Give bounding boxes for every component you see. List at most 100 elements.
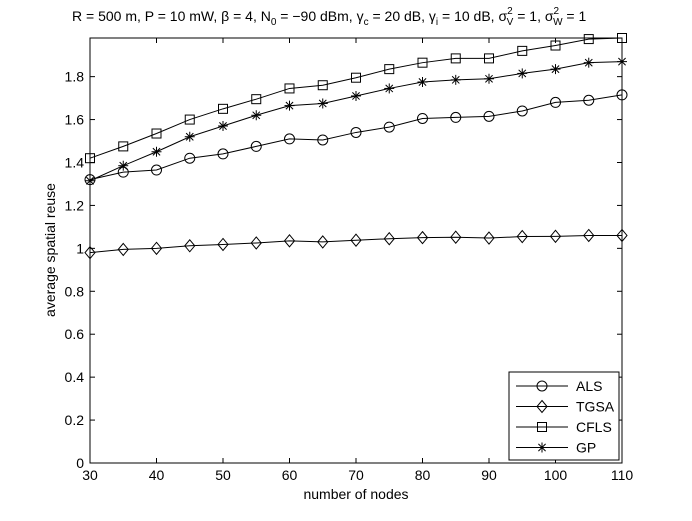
data-point-cfls [384,64,395,75]
y-tick-label: 1.8 [65,69,85,85]
data-point-cfls [450,53,461,64]
y-tick-label: 1.6 [65,112,85,128]
data-point-tgsa [350,233,362,247]
y-tick-label: 0.6 [65,326,85,342]
x-axis-label: number of nodes [303,486,408,502]
legend-label-als: ALS [576,378,602,394]
data-point-als [583,94,595,106]
data-point-cfls [351,72,361,83]
data-point-cfls [251,94,262,105]
data-point-als [284,133,295,145]
data-point-cfls [184,114,195,125]
data-point-tgsa [184,238,196,253]
data-point-gp [484,73,494,84]
y-tick-label: 0.4 [65,369,85,385]
chart-title: R = 500 m, P = 10 mW, β = 4, N0 = −90 dB… [72,6,586,28]
x-tick-label: 90 [481,467,497,483]
x-tick-label: 40 [149,467,165,483]
data-point-als [250,140,262,152]
x-tick-label: 30 [82,467,98,483]
x-tick-label: 100 [544,467,568,483]
legend-label-cfls: CFLS [576,419,612,435]
data-point-als [417,112,428,124]
y-tick-label: 1.4 [65,154,85,170]
data-point-tgsa [450,230,462,244]
legend-marker-gp [537,442,547,453]
data-point-cfls [517,45,528,56]
legend-box [508,371,620,461]
data-point-gp [583,57,594,68]
data-point-gp [450,74,461,85]
data-point-gp [317,98,328,109]
data-point-tgsa [117,242,129,257]
data-point-gp [251,110,262,121]
data-point-tgsa [583,228,595,243]
y-tick-label: 1.2 [65,197,85,213]
data-point-als [317,134,329,146]
data-point-tgsa [483,231,495,245]
data-point-cfls [284,83,295,94]
legend-entry-tgsa: TGSA [516,399,615,415]
data-point-als [550,96,561,108]
data-point-als [151,164,162,176]
data-point-tgsa [516,229,528,244]
data-point-als [383,121,395,133]
data-point-gp [550,64,561,75]
legend-label-tgsa: TGSA [576,399,615,415]
y-tick-label: 1 [76,240,84,256]
data-point-als [450,111,462,123]
data-point-gp [284,100,295,111]
data-point-als [483,110,495,122]
x-tick-label: 70 [348,467,364,483]
data-point-cfls [583,34,594,45]
series-markers [84,33,628,260]
y-tick-label: 0.8 [65,283,85,299]
data-point-als [516,105,528,117]
data-point-tgsa [283,234,296,248]
legend-entry-gp: GP [516,440,596,456]
data-point-gp [118,160,129,171]
series-line-tgsa [89,234,622,254]
data-point-gp [517,68,528,79]
x-tick-label: 110 [611,467,634,483]
data-point-cfls [218,103,228,114]
data-point-cfls [317,80,328,91]
legend-entry-cfls: CFLS [516,419,612,435]
data-point-als [217,148,229,160]
data-point-tgsa [416,230,429,245]
x-tick-label: 80 [415,467,431,483]
tick-labels: 30 40 50 60 70 80 90 100 110 0 0.2 0.4 0.6 0.8 1 1.2 1.4… [65,69,634,483]
plot-frame [89,37,623,464]
x-tick-label: 50 [215,467,231,483]
data-point-cfls [417,57,428,68]
data-point-gp [417,77,428,88]
data-point-tgsa [549,229,562,244]
legend-marker-cfls [537,422,547,432]
data-point-gp [384,83,395,94]
data-point-gp [184,131,195,142]
data-point-cfls [118,141,129,152]
data-point-tgsa [383,231,395,246]
x-tick-label: 60 [282,467,298,483]
legend-label-gp: GP [576,440,596,456]
legend-entry-als: ALS [516,378,602,394]
series-line-als [89,94,623,181]
data-point-cfls [484,53,494,64]
data-point-als [184,152,196,164]
data-point-als [350,126,362,138]
data-point-gp [151,146,162,157]
y-axis-label: average spatial reuse [42,183,58,317]
data-point-gp [218,121,228,132]
data-point-tgsa [217,237,229,252]
legend-marker-als [536,380,548,392]
data-point-cfls [550,40,561,51]
y-tick-label: 0.2 [65,412,85,428]
data-point-tgsa [250,236,262,250]
data-point-tgsa [150,241,163,256]
legend-marker-tgsa [536,399,548,414]
legend: ALS TGSA CFLS GP [508,371,620,461]
data-point-gp [351,90,361,101]
series-line-cfls [89,37,623,159]
data-point-tgsa [317,235,329,249]
